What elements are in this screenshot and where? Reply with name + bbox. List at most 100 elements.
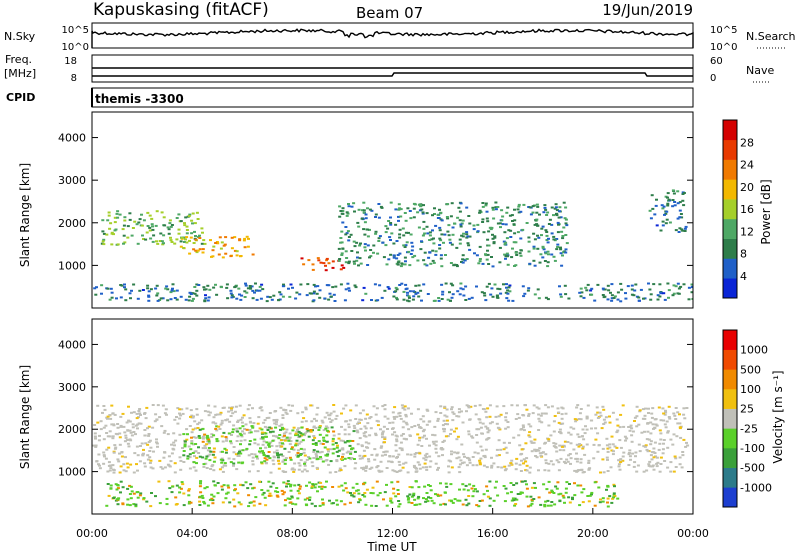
power-cell	[661, 224, 665, 227]
velocity-cell	[353, 450, 357, 453]
power-cell	[341, 207, 345, 210]
velocity-cell	[183, 441, 187, 444]
power-cell	[281, 295, 285, 298]
velocity-cell	[305, 484, 308, 487]
power-cell	[130, 289, 133, 292]
velocity-cell	[268, 492, 272, 495]
power-cell	[649, 217, 653, 220]
velocity-cell	[180, 481, 184, 484]
velocity-cell	[96, 404, 100, 407]
velocity-cell	[212, 447, 216, 450]
velocity-cell	[261, 443, 265, 446]
velocity-cell	[383, 436, 387, 439]
velocity-cell	[381, 432, 385, 435]
velocity-cell	[201, 456, 205, 459]
power-cell	[601, 294, 605, 296]
velocity-cell	[185, 407, 189, 410]
velocity-cell	[249, 501, 253, 504]
power-cell	[244, 282, 247, 285]
velocity-cell	[258, 480, 261, 483]
velocity-cell	[391, 433, 394, 436]
power-cell	[357, 264, 360, 267]
velocity-cell	[237, 452, 241, 455]
power-cell	[204, 294, 207, 297]
velocity-cell	[215, 438, 219, 440]
velocity-cell	[520, 459, 523, 462]
velocity-cell	[163, 412, 167, 415]
velocity-cell	[236, 419, 240, 422]
velocity-cell	[647, 407, 650, 410]
velocity-cell	[371, 492, 375, 495]
power-cell	[409, 217, 413, 220]
power-cell	[609, 291, 612, 294]
power-cell	[467, 215, 471, 217]
velocity-cell	[392, 492, 396, 495]
power-cell	[188, 291, 192, 294]
power-cell	[509, 229, 513, 232]
power-cell	[128, 212, 132, 215]
velocity-cell	[376, 494, 380, 497]
velocity-cell	[284, 457, 288, 460]
velocity-cell	[429, 497, 433, 499]
power-cell	[496, 206, 500, 208]
velocity-cell	[176, 422, 180, 425]
velocity-cell	[215, 413, 219, 416]
cpid-value: themis -3300	[95, 92, 184, 106]
velocity-cell	[581, 447, 585, 450]
velocity-cell	[203, 410, 207, 413]
velocity-cell	[118, 452, 121, 455]
power-cell	[353, 245, 357, 248]
velocity-cell	[406, 495, 410, 498]
power-cell	[249, 287, 253, 290]
velocity-cell	[284, 470, 288, 473]
velocity-cell	[525, 464, 529, 467]
power-cell	[450, 243, 454, 246]
power-cell	[340, 230, 344, 233]
velocity-cell	[224, 451, 228, 454]
power-cell	[169, 291, 173, 294]
velocity-cell	[504, 416, 508, 419]
velocity-cell	[269, 430, 272, 433]
velocity-cell	[650, 416, 654, 419]
power-cell	[107, 211, 111, 214]
velocity-cell	[434, 411, 438, 414]
velocity-cell	[160, 425, 164, 428]
velocity-cell	[558, 431, 561, 433]
velocity-cell	[543, 469, 547, 472]
velocity-cell	[605, 444, 609, 447]
velocity-cell	[518, 444, 522, 447]
velocity-cell	[343, 457, 347, 460]
velocity-cell	[613, 485, 616, 488]
velocity-cell	[595, 406, 599, 409]
velocity-cell	[497, 427, 501, 430]
power-cell	[412, 202, 416, 205]
velocity-cell	[275, 449, 279, 452]
power-cell	[198, 248, 202, 251]
velocity-cell	[354, 418, 358, 420]
velocity-colorbar-step	[723, 448, 737, 468]
power-cell	[547, 223, 551, 225]
power-cell	[531, 211, 535, 214]
power-cell	[626, 285, 630, 288]
velocity-cell	[423, 462, 427, 465]
power-cell	[312, 283, 316, 286]
velocity-cell	[399, 441, 403, 444]
velocity-cell	[370, 466, 374, 469]
power-cell	[387, 287, 391, 290]
velocity-cell	[605, 456, 609, 459]
velocity-cell	[473, 488, 477, 491]
velocity-cell	[405, 438, 408, 441]
velocity-cell	[450, 450, 453, 453]
power-cell	[402, 244, 406, 247]
velocity-cell	[557, 411, 561, 414]
velocity-cell	[305, 458, 309, 461]
velocity-cell	[281, 470, 285, 473]
velocity-cell	[503, 465, 507, 468]
power-cell	[215, 293, 219, 296]
velocity-cell	[294, 434, 298, 437]
velocity-cell	[228, 420, 232, 423]
velocity-cell	[232, 424, 236, 427]
velocity-cell	[239, 418, 243, 421]
power-cell	[468, 248, 472, 251]
power-cell	[155, 284, 159, 287]
